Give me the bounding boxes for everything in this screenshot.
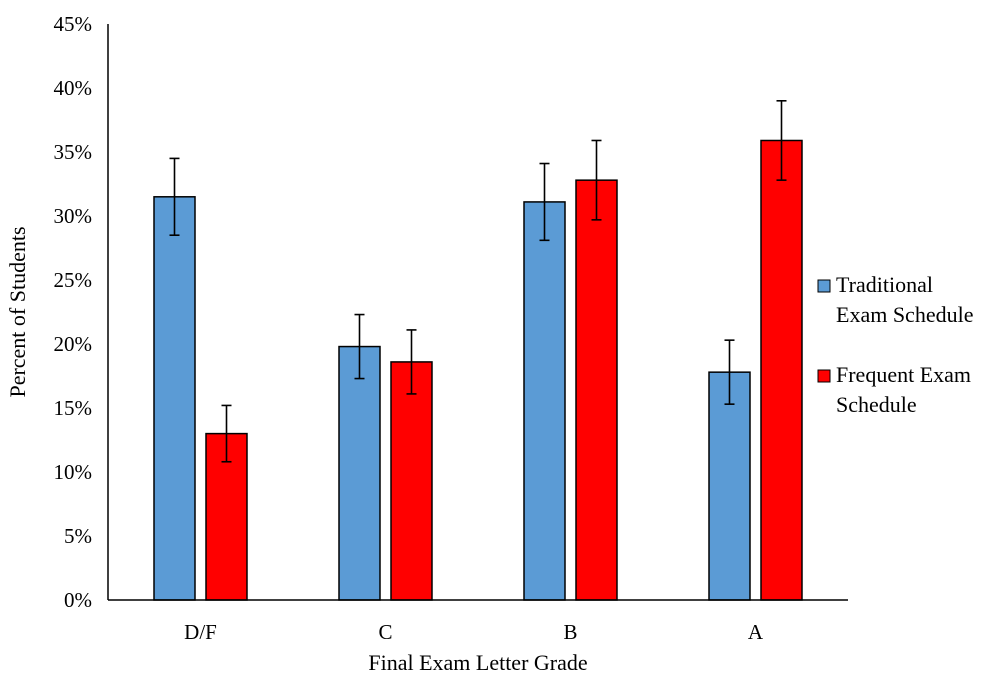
- y-tick-label: 40%: [54, 76, 93, 100]
- legend-item-traditional: Traditional Exam Schedule: [817, 272, 973, 327]
- y-tick-label: 0%: [64, 588, 92, 612]
- x-tick-label: B: [563, 620, 577, 644]
- x-tick-label: D/F: [184, 620, 217, 644]
- error-bar: [539, 162, 550, 242]
- bar-traditional: [708, 371, 751, 601]
- legend-swatch: [817, 369, 831, 383]
- error-bar: [169, 157, 180, 236]
- y-tick-label: 35%: [54, 140, 93, 164]
- y-tick-label: 10%: [54, 460, 93, 484]
- y-axis-title: Percent of Students: [5, 226, 30, 397]
- bar-frequent: [575, 179, 618, 601]
- error-bar: [406, 329, 417, 395]
- legend: Traditional Exam Schedule Frequent Exam Sch…: [817, 272, 973, 417]
- y-tick-label: 30%: [54, 204, 93, 228]
- y-tick-label: 15%: [54, 396, 93, 420]
- legend-label: Frequent Exam Schedule: [836, 362, 971, 417]
- error-bar: [354, 313, 365, 380]
- bars: [153, 139, 803, 601]
- error-bar: [724, 339, 735, 405]
- x-axis-title: Final Exam Letter Grade: [368, 650, 587, 675]
- bar-traditional: [153, 196, 196, 601]
- y-tick-label: 45%: [54, 12, 93, 36]
- legend-swatch: [817, 279, 831, 293]
- legend-item-frequent: Frequent Exam Schedule: [817, 362, 971, 417]
- error-bar: [221, 404, 232, 463]
- bar-traditional: [338, 345, 381, 601]
- y-tick-label: 5%: [64, 524, 92, 548]
- error-bar: [591, 139, 602, 221]
- y-tick-label: 20%: [54, 332, 93, 356]
- error-bar: [776, 100, 787, 181]
- error-bars: [169, 100, 787, 463]
- x-axis-ticks: D/F C B A: [184, 620, 764, 644]
- bar-frequent: [760, 139, 803, 601]
- bar-frequent: [390, 361, 433, 601]
- y-axis-ticks: 0% 5% 10% 15% 20% 25% 30% 35% 40% 45%: [54, 12, 93, 612]
- x-tick-label: C: [378, 620, 392, 644]
- x-tick-label: A: [748, 620, 764, 644]
- bar-traditional: [523, 201, 566, 601]
- legend-label: Traditional Exam Schedule: [836, 272, 973, 327]
- y-tick-label: 25%: [54, 268, 93, 292]
